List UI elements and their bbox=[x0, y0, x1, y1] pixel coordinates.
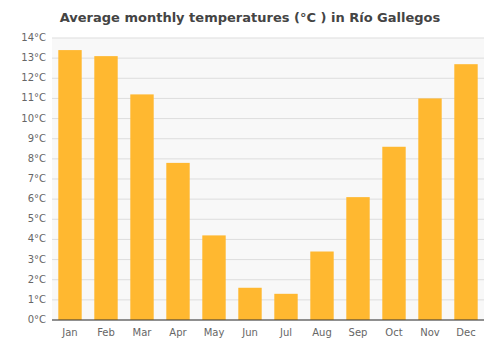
x-tick-label: Feb bbox=[97, 327, 115, 338]
y-tick-label: 3°C bbox=[28, 254, 46, 265]
y-tick-label: 12°C bbox=[21, 72, 46, 83]
bar bbox=[454, 64, 477, 320]
bar bbox=[310, 252, 333, 320]
bar bbox=[94, 56, 117, 320]
x-tick-label: Dec bbox=[456, 327, 475, 338]
bars bbox=[58, 50, 477, 320]
y-tick-label: 5°C bbox=[28, 213, 46, 224]
y-tick-label: 9°C bbox=[28, 133, 46, 144]
bar bbox=[418, 98, 441, 320]
bar bbox=[238, 288, 261, 320]
y-tick-label: 11°C bbox=[21, 92, 46, 103]
y-tick-label: 6°C bbox=[28, 193, 46, 204]
chart-svg: 0°C 1°C 2°C 3°C 4°C 5°C 6°C 7°C 8°C 9°C 10°C 11°C 12… bbox=[0, 0, 500, 350]
bar bbox=[202, 235, 225, 320]
plot-background bbox=[52, 38, 484, 320]
bar bbox=[166, 163, 189, 320]
x-tick-label: Apr bbox=[169, 327, 187, 338]
chart-title: Average monthly temperatures (°C ) in Rí… bbox=[60, 10, 441, 25]
grid bbox=[52, 38, 484, 320]
x-tick-label: Nov bbox=[420, 327, 440, 338]
bar bbox=[130, 94, 153, 320]
x-tick-label: May bbox=[204, 327, 225, 338]
x-tick-label: Jul bbox=[279, 327, 292, 338]
grid-line bbox=[52, 320, 484, 321]
y-tick-label: 7°C bbox=[28, 173, 46, 184]
bar bbox=[274, 294, 297, 320]
x-tick-label: Aug bbox=[312, 327, 332, 338]
y-tick-label: 2°C bbox=[28, 274, 46, 285]
y-tick-label: 0°C bbox=[28, 314, 46, 325]
y-tick-label: 13°C bbox=[21, 52, 46, 63]
bar bbox=[58, 50, 81, 320]
y-tick-label: 1°C bbox=[28, 294, 46, 305]
y-tick-label: 10°C bbox=[21, 113, 46, 124]
y-tick-label: 8°C bbox=[28, 153, 46, 164]
chart-container: 0°C 1°C 2°C 3°C 4°C 5°C 6°C 7°C 8°C 9°C 10°C 11°C 12… bbox=[0, 0, 500, 350]
bar bbox=[346, 197, 369, 320]
x-tick-label: Sep bbox=[349, 327, 368, 338]
x-tick-label: Oct bbox=[385, 327, 402, 338]
y-tick-label: 4°C bbox=[28, 233, 46, 244]
grid-line bbox=[52, 38, 484, 39]
x-axis: Jan Feb Mar Apr May Jun Jul Aug Sep Oct Nov Dec bbox=[52, 320, 484, 338]
y-axis: 0°C 1°C 2°C 3°C 4°C 5°C 6°C 7°C 8°C 9°C 10°C 11°C 12… bbox=[21, 32, 46, 325]
x-tick-label: Jan bbox=[61, 327, 77, 338]
x-tick-label: Mar bbox=[133, 327, 153, 338]
y-tick-label: 14°C bbox=[21, 32, 46, 43]
x-tick-label: Jun bbox=[241, 327, 258, 338]
x-axis-line bbox=[52, 320, 484, 321]
bar bbox=[382, 147, 405, 320]
